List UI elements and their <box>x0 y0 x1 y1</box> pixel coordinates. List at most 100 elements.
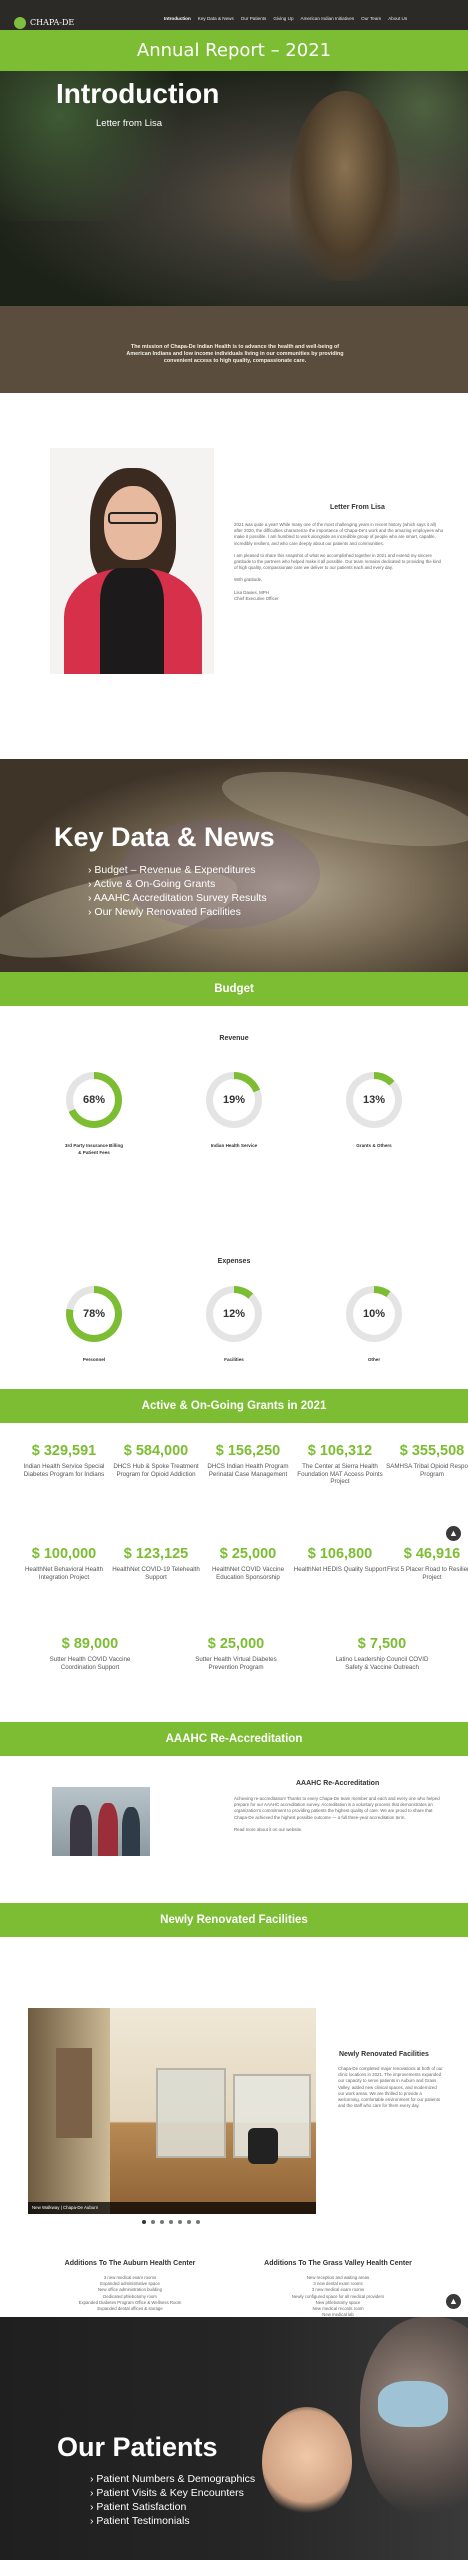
revenue-title: Revenue <box>219 1035 249 1042</box>
revenue-donut: 19% <box>206 1072 262 1128</box>
nav-link-introduction[interactable]: Introduction <box>164 16 191 21</box>
grass-valley-addition-item: Newly configured space for all medical p… <box>291 2293 385 2299</box>
revenue-donut: 13% <box>346 1072 402 1128</box>
letter-paragraph: Lisa Davies, MPH Chief Executive Officer <box>234 589 279 601</box>
slide-dot[interactable] <box>187 2220 191 2224</box>
expenses-percent: 10% <box>362 1308 386 1320</box>
grant-amount: $ 123,125 <box>123 1546 189 1562</box>
revenue-percent: 19% <box>222 1094 246 1106</box>
expenses-donut: 10% <box>346 1286 402 1342</box>
grant-amount: $ 25,000 <box>207 1636 265 1652</box>
our-patients-link[interactable]: › Patient Numbers & Demographics <box>90 2473 256 2485</box>
grant-description: HealthNet COVID-19 Telehealth Support <box>112 1566 200 1581</box>
grant-item: $ 25,000 HealthNet COVID Vaccine Educatio… <box>198 1546 298 1581</box>
slide-dot[interactable] <box>151 2220 155 2224</box>
grant-amount: $ 329,591 <box>31 1443 97 1459</box>
staff-group-photo <box>52 1787 150 1856</box>
revenue-label: Grants & Others <box>356 1143 392 1148</box>
grant-item: $ 100,000 HealthNet Behavioral Health Int… <box>14 1546 114 1581</box>
grass-valley-additions-title: Additions To The Grass Valley Health Cen… <box>264 2260 412 2267</box>
letter-body: 2021 was quite a year! While many one of… <box>234 522 444 608</box>
grants-bar-title: Active & On-Going Grants in 2021 <box>141 1400 327 1412</box>
grass-valley-addition-item: 3 new dental exam rooms <box>313 2281 363 2287</box>
our-patients-list: › Patient Numbers & Demographics › Patien… <box>90 2472 255 2528</box>
facilities-heading: Newly Renovated Facilities <box>339 2051 429 2058</box>
nav-link-key-data-news[interactable]: Key Data & News <box>197 16 234 21</box>
letter-from-lisa-link[interactable]: Letter from Lisa <box>96 118 162 129</box>
grant-amount: $ 89,000 <box>61 1636 119 1652</box>
budget-bar: Budget <box>0 972 468 1006</box>
our-patients-hero-image <box>0 2317 468 2560</box>
grant-amount: $ 355,508 <box>399 1443 465 1459</box>
nav-link-giving-up[interactable]: Giving Up <box>273 16 294 21</box>
ceo-portrait <box>50 448 214 674</box>
our-patients-link[interactable]: › Patient Testimonials <box>90 2515 190 2527</box>
page-title: Annual Report – 2021 <box>136 40 332 61</box>
donut-center: 19% <box>213 1079 255 1121</box>
our-patients-title: Our Patients <box>57 2432 218 2462</box>
revenue-label: 3rd Party Insurance Billing & Patient Fe… <box>64 1143 124 1155</box>
introduction-hero-image <box>0 71 468 306</box>
logo-icon <box>14 17 26 29</box>
slide-dot[interactable] <box>178 2220 182 2224</box>
nav-link-our-team[interactable]: Our Team <box>361 16 382 21</box>
grant-description: DHCS Indian Health Program Perinatal Cas… <box>207 1463 289 1478</box>
grant-description: Latino Leadership Council COVID Safety &… <box>335 1656 429 1671</box>
grant-description: SAMHSA Tribal Opioid Response Program <box>386 1463 468 1478</box>
aaahc-paragraph[interactable]: Read more about it on our website. <box>234 1826 303 1832</box>
grant-description: DHCS Hub & Spoke Treatment Program for O… <box>113 1463 199 1478</box>
grant-amount: $ 106,312 <box>307 1443 373 1459</box>
nav-link-about-us[interactable]: About Us <box>388 16 408 21</box>
slide-dot[interactable] <box>142 2220 146 2224</box>
grants-bar: Active & On-Going Grants in 2021 <box>0 1389 468 1423</box>
grant-description: HealthNet Behavioral Health Integration … <box>24 1566 104 1581</box>
slide-caption-bar <box>28 2202 316 2214</box>
expenses-label: Facilities <box>224 1357 244 1362</box>
grant-amount: $ 584,000 <box>123 1443 189 1459</box>
slide-dot[interactable] <box>160 2220 164 2224</box>
key-data-link[interactable]: › Budget – Revenue & Expenditures <box>88 864 256 876</box>
slide-dot[interactable] <box>196 2220 200 2224</box>
introduction-title: Introduction <box>56 78 220 109</box>
expenses-donut: 78% <box>66 1286 122 1342</box>
letter-heading: Letter From Lisa <box>330 504 385 511</box>
aaahc-paragraph: Achieving re-accreditation! Thanks to ev… <box>234 1796 440 1820</box>
nav-link-our-patients[interactable]: Our Patients <box>240 16 267 21</box>
slide-caption: New Walkway | Chapa-De Auburn <box>32 2205 99 2210</box>
budget-bar-title: Budget <box>214 983 254 995</box>
our-patients-link[interactable]: › Patient Satisfaction <box>90 2501 187 2513</box>
facility-slideshow-image[interactable] <box>28 2008 316 2214</box>
grant-amount: $ 100,000 <box>31 1546 97 1562</box>
expenses-donut: 12% <box>206 1286 262 1342</box>
grant-item: $ 7,500 Latino Leadership Council COVID S… <box>332 1636 432 1671</box>
grant-item: $ 123,125 HealthNet COVID-19 Telehealth S… <box>106 1546 206 1581</box>
grant-description: The Center at Sierra Health Foundation M… <box>297 1463 383 1486</box>
auburn-addition-item: Dedicated phlebotomy room <box>103 2293 157 2299</box>
aaahc-bar-title: AAAHC Re-Accreditation <box>165 1733 303 1745</box>
grant-item: $ 106,800 HealthNet HEDIS Quality Support <box>290 1546 390 1574</box>
key-data-link[interactable]: › Active & On-Going Grants <box>88 878 216 890</box>
key-data-title: Key Data & News <box>54 822 275 852</box>
revenue-donut: 68% <box>66 1072 122 1128</box>
grass-valley-addition-item: New phlebotomy space <box>315 2299 361 2305</box>
donut-center: 13% <box>353 1079 395 1121</box>
grant-description: First 5 Placer Road to Resilience Projec… <box>386 1566 468 1581</box>
auburn-addition-item: 3 new medical exam rooms <box>103 2275 157 2280</box>
our-patients-link[interactable]: › Patient Visits & Key Encounters <box>90 2487 244 2499</box>
key-data-hero-image <box>0 759 468 973</box>
scroll-to-top-button-2[interactable]: ▲ <box>446 2294 461 2309</box>
grant-amount: $ 25,000 <box>219 1546 277 1562</box>
scroll-to-top-button[interactable]: ▲ <box>446 1526 461 1541</box>
expenses-label: Personnel <box>82 1357 106 1362</box>
key-data-link[interactable]: › AAAHC Accreditation Survey Results <box>88 892 267 904</box>
auburn-addition-item: Expanded Diabetes Program Office & Welln… <box>78 2299 182 2305</box>
slide-dot[interactable] <box>169 2220 173 2224</box>
nav-link-american-indian-initiatives[interactable]: American Indian Initiatives <box>300 16 355 21</box>
auburn-additions: Additions To The Auburn Health Center 3 … <box>40 2260 220 2312</box>
grass-valley-additions: Additions To The Grass Valley Health Cen… <box>248 2260 428 2325</box>
key-data-link[interactable]: › Our Newly Renovated Facilities <box>88 906 241 918</box>
grant-description: Sutter Health Virtual Diabetes Preventio… <box>195 1656 277 1671</box>
grass-valley-addition-item: 3 new medical exam rooms <box>311 2287 365 2293</box>
auburn-additions-list: 3 new medical exam rooms Expanded adminis… <box>40 2275 220 2312</box>
mission-statement: The mission of Chapa-De Indian Health is… <box>126 344 344 364</box>
